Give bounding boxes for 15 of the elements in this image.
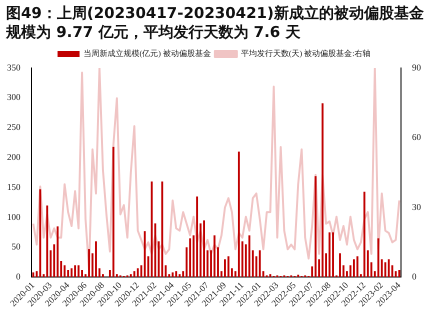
y2-tick-label: 0 [412, 272, 417, 282]
y-tick-label: 300 [7, 92, 21, 102]
y-tick-label: 150 [7, 182, 21, 192]
y-tick-label: 200 [7, 152, 21, 162]
chart-title: 图49：上周(20230417-20230421)新成立的被动偏股基金规模为 9.77 亿元，平均发行天数为 7.6 天 [4, 3, 425, 43]
y-tick-label: 0 [16, 272, 21, 282]
y2-tick-label: 60 [412, 132, 422, 142]
y-tick-label: 50 [12, 242, 21, 252]
legend-label: 当周新成立规模(亿元) 被动偏股基金 [84, 49, 211, 58]
y-tick-label: 350 [7, 62, 21, 72]
y2-tick-label: 30 [412, 202, 422, 212]
legend-label: 平均发行天数(天) 被动偏股基金:右轴 [240, 49, 370, 58]
y2-tick-label: 90 [412, 62, 422, 72]
y-tick-label: 100 [7, 212, 21, 222]
y-tick-label: 250 [7, 122, 21, 132]
